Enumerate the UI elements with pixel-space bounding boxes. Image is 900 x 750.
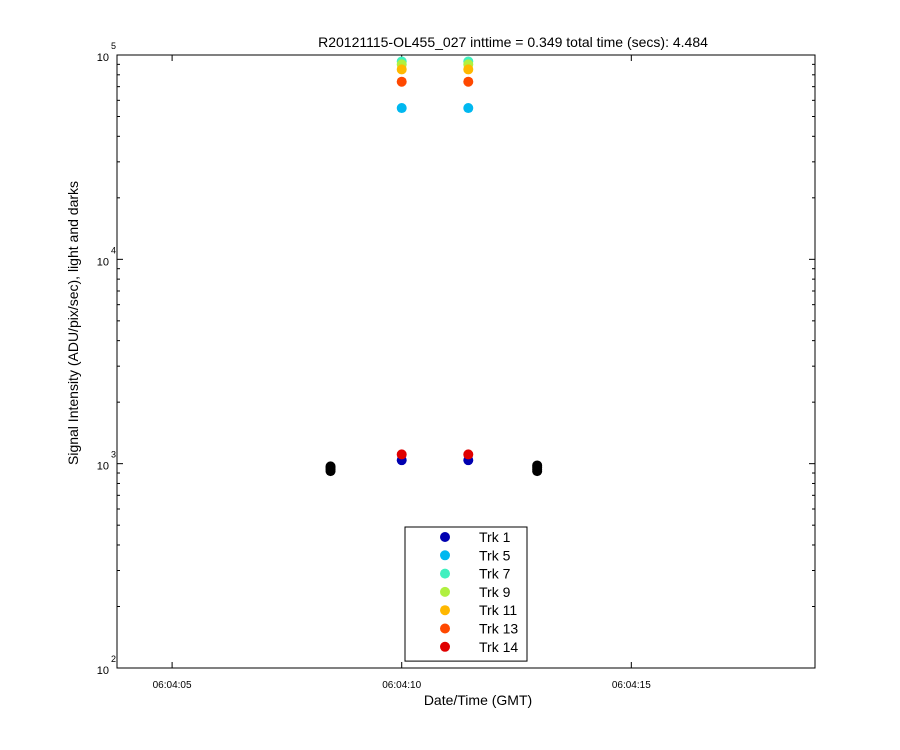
legend-marker bbox=[440, 623, 450, 634]
legend-label: Trk 1 bbox=[479, 529, 511, 545]
legend-marker bbox=[440, 586, 450, 597]
x-axis-label: Date/Time (GMT) bbox=[424, 692, 532, 708]
legend-marker bbox=[440, 605, 450, 616]
data-point bbox=[396, 449, 407, 460]
legend-label: Trk 13 bbox=[479, 621, 518, 637]
x-tick-label: 06:04:15 bbox=[612, 680, 651, 691]
legend-label: Trk 7 bbox=[479, 566, 511, 582]
legend-marker bbox=[440, 532, 450, 542]
data-point bbox=[463, 64, 474, 75]
x-tick-label: 06:04:05 bbox=[153, 680, 192, 691]
legend-label: Trk 11 bbox=[479, 602, 517, 618]
data-point bbox=[463, 76, 474, 87]
legend-marker bbox=[440, 568, 450, 579]
x-tick-labels: 06:04:05 06:04:10 06:04:15 bbox=[153, 680, 652, 691]
y-tick-label: 10 bbox=[97, 665, 109, 677]
dark-point bbox=[325, 461, 336, 472]
axis-ticks bbox=[117, 55, 815, 669]
legend-box bbox=[404, 526, 528, 662]
y-tick-exponent: 2 bbox=[111, 654, 116, 664]
y-tick-label: 10 bbox=[97, 52, 109, 64]
data-points bbox=[325, 56, 543, 477]
legend-label: Trk 14 bbox=[479, 639, 518, 655]
legend-marker bbox=[440, 550, 450, 561]
y-axis-label: Signal Intensity (ADU/pix/sec), light an… bbox=[65, 181, 81, 465]
y-tick-label: 10 bbox=[97, 461, 109, 473]
legend: Trk 1 Trk 5 Trk 7 Trk 9 Trk 11 Trk 13 Trk 14 bbox=[404, 526, 528, 662]
data-point bbox=[396, 103, 407, 114]
data-point bbox=[463, 103, 474, 114]
chart-title: R20121115-OL455_027 inttime = 0.349 tota… bbox=[318, 34, 708, 50]
data-point bbox=[463, 449, 474, 460]
y-tick-label: 10 bbox=[97, 256, 109, 268]
data-point bbox=[396, 64, 407, 75]
y-tick-exponent: 3 bbox=[111, 450, 116, 460]
x-tick-label: 06:04:10 bbox=[382, 680, 421, 691]
legend-marker bbox=[440, 641, 450, 652]
legend-label: Trk 5 bbox=[479, 547, 511, 563]
legend-label: Trk 9 bbox=[479, 584, 511, 600]
y-tick-exponent: 5 bbox=[111, 41, 116, 51]
y-tick-exponent: 4 bbox=[111, 245, 116, 255]
data-point bbox=[396, 76, 407, 87]
dark-point bbox=[532, 460, 543, 471]
